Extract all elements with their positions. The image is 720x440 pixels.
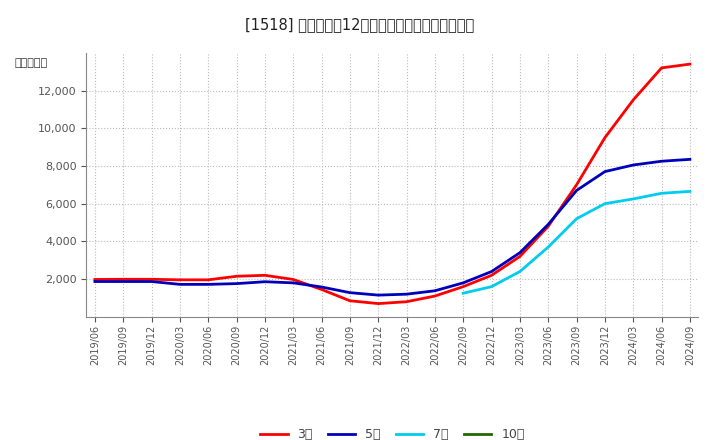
5年 [516, 250, 524, 255]
5年 [261, 279, 269, 284]
7年 [487, 284, 496, 289]
3年 [544, 224, 552, 229]
7年 [629, 196, 637, 202]
5年 [204, 282, 212, 287]
3年 [374, 301, 382, 306]
5年 [685, 157, 694, 162]
Line: 3年: 3年 [95, 64, 690, 304]
Line: 7年: 7年 [463, 191, 690, 293]
5年 [572, 188, 581, 193]
3年 [176, 277, 184, 282]
5年 [318, 284, 326, 290]
3年 [289, 277, 297, 282]
5年 [600, 169, 609, 174]
7年 [685, 189, 694, 194]
Text: （百万円）: （百万円） [14, 58, 48, 68]
7年 [459, 290, 467, 296]
5年 [657, 158, 666, 164]
5年 [402, 292, 411, 297]
3年 [119, 277, 127, 282]
3年 [487, 273, 496, 278]
3年 [402, 299, 411, 304]
3年 [431, 293, 439, 299]
5年 [346, 290, 354, 295]
3年 [459, 284, 467, 289]
3年 [629, 97, 637, 103]
3年 [261, 273, 269, 278]
3年 [204, 277, 212, 282]
3年 [685, 62, 694, 67]
5年 [119, 279, 127, 284]
3年 [91, 277, 99, 282]
5年 [374, 293, 382, 298]
7年 [516, 269, 524, 274]
5年 [233, 281, 241, 286]
Legend: 3年, 5年, 7年, 10年: 3年, 5年, 7年, 10年 [255, 423, 530, 440]
5年 [544, 222, 552, 227]
5年 [431, 288, 439, 293]
7年 [657, 191, 666, 196]
7年 [544, 244, 552, 249]
5年 [629, 162, 637, 168]
3年 [600, 135, 609, 140]
5年 [91, 279, 99, 284]
3年 [516, 254, 524, 259]
Text: [1518] 当期純利益12か月移動合計の平均値の推移: [1518] 当期純利益12か月移動合計の平均値の推移 [246, 18, 474, 33]
3年 [346, 298, 354, 304]
5年 [176, 282, 184, 287]
3年 [572, 182, 581, 187]
3年 [233, 274, 241, 279]
3年 [657, 65, 666, 70]
3年 [148, 277, 156, 282]
Line: 5年: 5年 [95, 159, 690, 295]
5年 [289, 280, 297, 286]
5年 [459, 280, 467, 286]
3年 [318, 287, 326, 292]
5年 [487, 269, 496, 274]
7年 [600, 201, 609, 206]
5年 [148, 279, 156, 284]
7年 [572, 216, 581, 221]
